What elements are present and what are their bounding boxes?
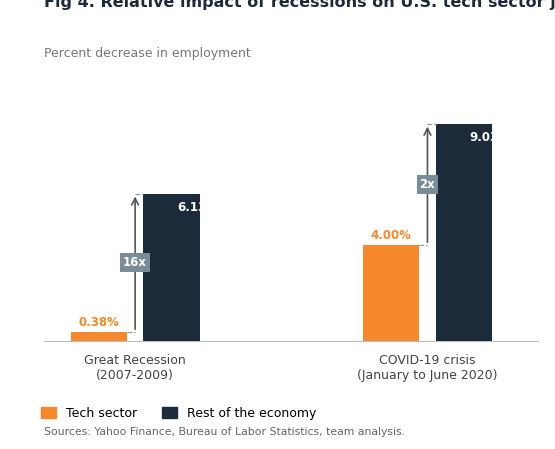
Text: Percent decrease in employment: Percent decrease in employment	[44, 47, 251, 60]
Text: 2x: 2x	[420, 178, 435, 191]
Legend: Tech sector, Rest of the economy: Tech sector, Rest of the economy	[41, 407, 316, 420]
Text: 0.38%: 0.38%	[78, 316, 119, 329]
Text: 16x: 16x	[123, 256, 147, 269]
Bar	[143, 194, 200, 341]
Bar	[70, 332, 127, 341]
Text: 9.03%: 9.03%	[470, 131, 510, 144]
Bar	[363, 245, 420, 341]
Text: Fig 4. Relative impact of recessions on U.S. tech sector jobs: Fig 4. Relative impact of recessions on …	[44, 0, 555, 10]
Text: 4.00%: 4.00%	[371, 229, 412, 242]
Text: Sources: Yahoo Finance, Bureau of Labor Statistics, team analysis.: Sources: Yahoo Finance, Bureau of Labor …	[44, 427, 405, 437]
Text: 6.13%: 6.13%	[177, 201, 218, 214]
Bar	[436, 124, 492, 341]
